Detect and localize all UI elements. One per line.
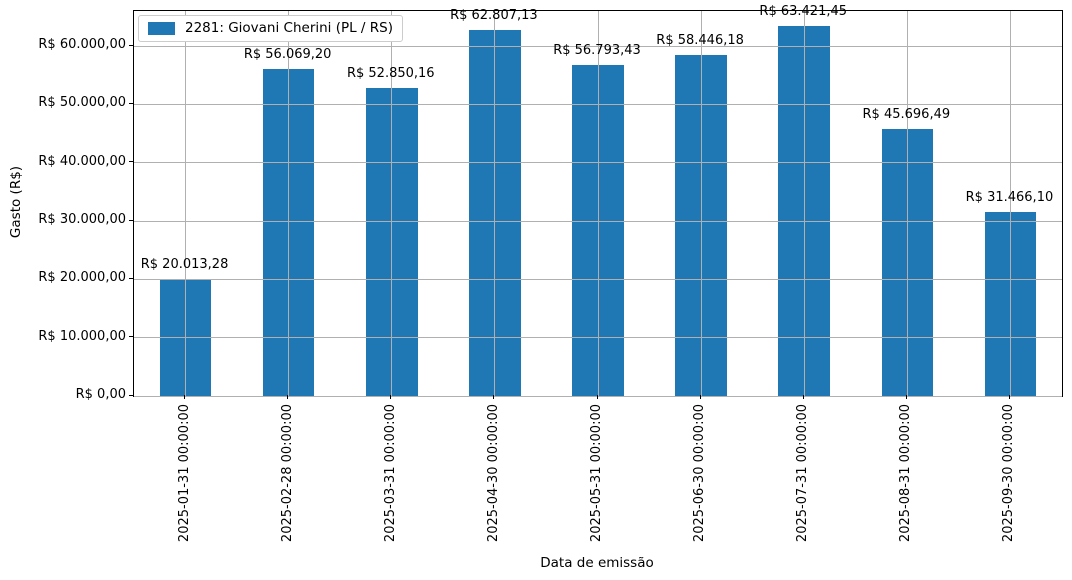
legend-label: 2281: Giovani Cherini (PL / RS): [185, 20, 393, 36]
x-tick-label: 2025-01-31 00:00:00: [176, 404, 192, 543]
v-gridline: [803, 11, 805, 396]
y-tick-mark: [129, 219, 133, 221]
v-gridline: [494, 11, 496, 396]
v-gridline: [700, 11, 702, 396]
y-tick-label: R$ 30.000,00: [38, 212, 126, 227]
x-tick-label: 2025-05-31 00:00:00: [589, 404, 604, 543]
y-tick-label: R$ 50.000,00: [38, 95, 126, 111]
h-gridline: [134, 395, 1062, 397]
x-tick-label: 2025-03-31 00:00:00: [382, 404, 398, 543]
x-axis-title: Data de emissão: [540, 555, 654, 571]
y-tick-label: R$ 0,00: [75, 387, 126, 402]
x-tick-mark: [390, 395, 392, 399]
v-gridline: [597, 11, 599, 396]
bar-value-label: R$ 31.466,10: [965, 190, 1054, 206]
y-tick-label: R$ 10.000,00: [38, 328, 126, 344]
x-tick-mark: [1008, 395, 1010, 399]
y-tick-mark: [129, 336, 133, 338]
x-tick-label: 2025-08-31 00:00:00: [898, 404, 914, 543]
legend-swatch: [148, 22, 175, 35]
bar-value-label: R$ 56.069,20: [243, 46, 332, 62]
x-tick-mark: [699, 395, 701, 399]
bar-value-label: R$ 63.421,45: [759, 4, 848, 20]
y-tick-label: R$ 40.000,00: [38, 153, 126, 169]
v-gridline: [906, 11, 908, 396]
bar-value-label: R$ 45.696,49: [862, 107, 951, 123]
v-gridline: [288, 11, 290, 396]
x-tick-mark: [287, 395, 289, 399]
y-tick-mark: [129, 102, 133, 104]
y-tick-mark: [129, 44, 133, 46]
legend: 2281: Giovani Cherini (PL / RS): [138, 15, 403, 42]
x-tick-mark: [596, 395, 598, 399]
x-tick-label: 2025-06-30 00:00:00: [692, 404, 708, 543]
plot-area: [133, 10, 1063, 397]
v-gridline: [185, 11, 187, 396]
x-tick-label: 2025-04-30 00:00:00: [485, 404, 501, 543]
bar-value-label: R$ 20.013,28: [140, 257, 229, 273]
x-tick-label: 2025-02-28 00:00:00: [279, 404, 295, 543]
x-tick-label: 2025-07-31 00:00:00: [795, 404, 811, 543]
y-tick-mark: [129, 394, 133, 396]
y-tick-mark: [129, 277, 133, 279]
y-tick-mark: [129, 161, 133, 163]
bar-value-label: R$ 56.793,43: [553, 42, 641, 58]
v-gridline: [391, 11, 393, 396]
bar-value-label: R$ 52.850,16: [346, 65, 435, 81]
x-tick-label: 2025-09-30 00:00:00: [1001, 404, 1017, 543]
x-tick-mark: [802, 395, 804, 399]
y-tick-label: R$ 60.000,00: [38, 37, 126, 52]
y-tick-label: R$ 20.000,00: [38, 270, 126, 286]
bar-value-label: R$ 58.446,18: [656, 33, 744, 49]
x-tick-mark: [493, 395, 495, 399]
x-tick-mark: [184, 395, 186, 399]
v-gridline: [1009, 11, 1011, 396]
x-tick-mark: [905, 395, 907, 399]
bar-value-label: R$ 62.807,13: [450, 7, 538, 23]
